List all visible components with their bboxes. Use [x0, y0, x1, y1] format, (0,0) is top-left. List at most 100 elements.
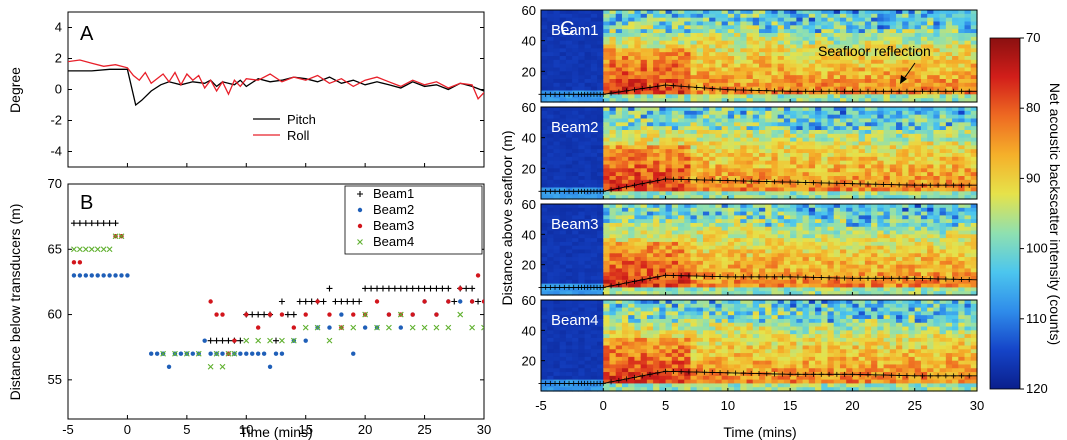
heatmap-cell: [790, 118, 797, 123]
beam2-point: [178, 351, 184, 356]
heatmap-cell: [721, 260, 729, 266]
heatmap-cell: [839, 141, 847, 146]
heatmap-cell: [727, 98, 735, 103]
heatmap-cell: [628, 195, 636, 200]
heatmap-cell: [896, 145, 903, 150]
heatmap-cell: [821, 257, 829, 262]
heatmap-cell: [833, 137, 841, 143]
heatmap-cell: [653, 253, 660, 258]
heatmap-cell: [883, 118, 891, 123]
heatmap-cell: [541, 215, 548, 220]
beam2-point: [83, 273, 89, 278]
heatmap-cell: [653, 279, 660, 285]
heatmap-cell: [889, 10, 897, 15]
heatmap-cell: [659, 59, 667, 65]
heatmap-cell: [646, 67, 654, 72]
heatmap-cell: [958, 71, 966, 76]
heatmap-cell: [752, 234, 760, 239]
beam3-point: [267, 312, 273, 317]
heatmap-cell: [684, 222, 692, 228]
heatmap-cell: [952, 94, 959, 99]
heatmap-cell: [653, 268, 660, 273]
heatmap-cell: [628, 176, 636, 181]
legend-beam1-marker: [357, 191, 363, 197]
heatmap-cell: [565, 164, 573, 169]
heatmap-cell: [889, 168, 897, 173]
heatmap-cell: [839, 122, 847, 127]
heatmap-cell: [815, 276, 822, 281]
heatmap-cell: [877, 98, 885, 103]
heatmap-cell: [541, 36, 548, 42]
heatmap-cell: [597, 67, 604, 72]
heatmap-cell: [572, 215, 579, 220]
heatmap-cell: [815, 168, 822, 173]
heatmap-cell: [839, 82, 847, 88]
heatmap-cell: [578, 52, 586, 57]
beam4-point: [106, 246, 113, 253]
heatmap-cell: [565, 230, 573, 235]
heatmap-cell: [759, 234, 766, 239]
heatmap-cell: [684, 137, 692, 143]
heatmap-cell: [702, 195, 710, 200]
heatmap-cell: [839, 257, 847, 262]
heatmap-cell: [777, 79, 785, 84]
heatmap-cell: [783, 67, 791, 72]
seafloor-marker: [826, 180, 832, 186]
heatmap-cell: [821, 238, 829, 243]
heatmap-cell: [653, 90, 660, 95]
heatmap-cell: [665, 13, 673, 19]
heatmap-cell: [952, 90, 959, 95]
heatmap-cell: [827, 21, 835, 26]
beam1-point: [397, 285, 404, 292]
heatmap-cell: [634, 25, 642, 30]
heatmap-cell: [702, 86, 710, 92]
heatmap-cell: [572, 253, 579, 258]
heatmap-cell: [902, 153, 910, 158]
heatmap-cell: [609, 279, 617, 285]
heatmap-cell: [584, 59, 592, 65]
heatmap-cell: [578, 268, 586, 273]
heatmap-cell: [783, 195, 791, 200]
heatmap-cell: [615, 145, 623, 150]
seafloor-marker: [571, 188, 577, 194]
heatmap-cell: [597, 176, 604, 181]
heatmap-cell: [852, 160, 860, 166]
heatmap-cell: [696, 207, 704, 213]
heatmap-cell: [715, 75, 723, 80]
heatmap-cell: [970, 33, 978, 38]
heatmap-cell: [964, 126, 972, 131]
heatmap-cell: [933, 141, 941, 146]
heatmap-cell: [827, 94, 835, 99]
heatmap-cell: [541, 52, 548, 57]
heatmap-cell: [702, 40, 710, 46]
beam1-point: [427, 285, 434, 292]
heatmap-cell: [659, 126, 667, 131]
heatmap-cell: [933, 29, 941, 34]
beam2-point: [244, 351, 249, 356]
heatmap-cell: [684, 183, 692, 189]
heatmap-cell: [541, 283, 548, 289]
heatmap-cell: [790, 122, 797, 127]
heatmap-cell: [877, 183, 885, 189]
heatmap-cell: [727, 48, 735, 53]
beam-2-frame: [540, 106, 978, 200]
heatmap-cell: [759, 160, 766, 166]
heatmap-cell: [808, 86, 816, 92]
heatmap-cell: [590, 253, 598, 258]
heatmap-cell: [802, 207, 810, 213]
heatmap-cell: [684, 249, 692, 254]
heatmap-cell: [597, 257, 604, 262]
heatmap-cell: [877, 187, 885, 192]
heatmap-cell: [690, 126, 698, 131]
heatmap-cell: [970, 191, 978, 196]
heatmap-cell: [584, 25, 592, 30]
heatmap-cell: [634, 257, 642, 262]
heatmap-cell: [696, 264, 704, 270]
heatmap-cell: [833, 94, 841, 99]
heatmap-cell: [553, 86, 561, 92]
heatmap-cell: [927, 75, 934, 80]
heatmap-cell: [565, 211, 573, 216]
heatmap-cell: [746, 126, 754, 131]
heatmap-cell: [547, 79, 555, 84]
heatmap-cell: [920, 172, 928, 177]
